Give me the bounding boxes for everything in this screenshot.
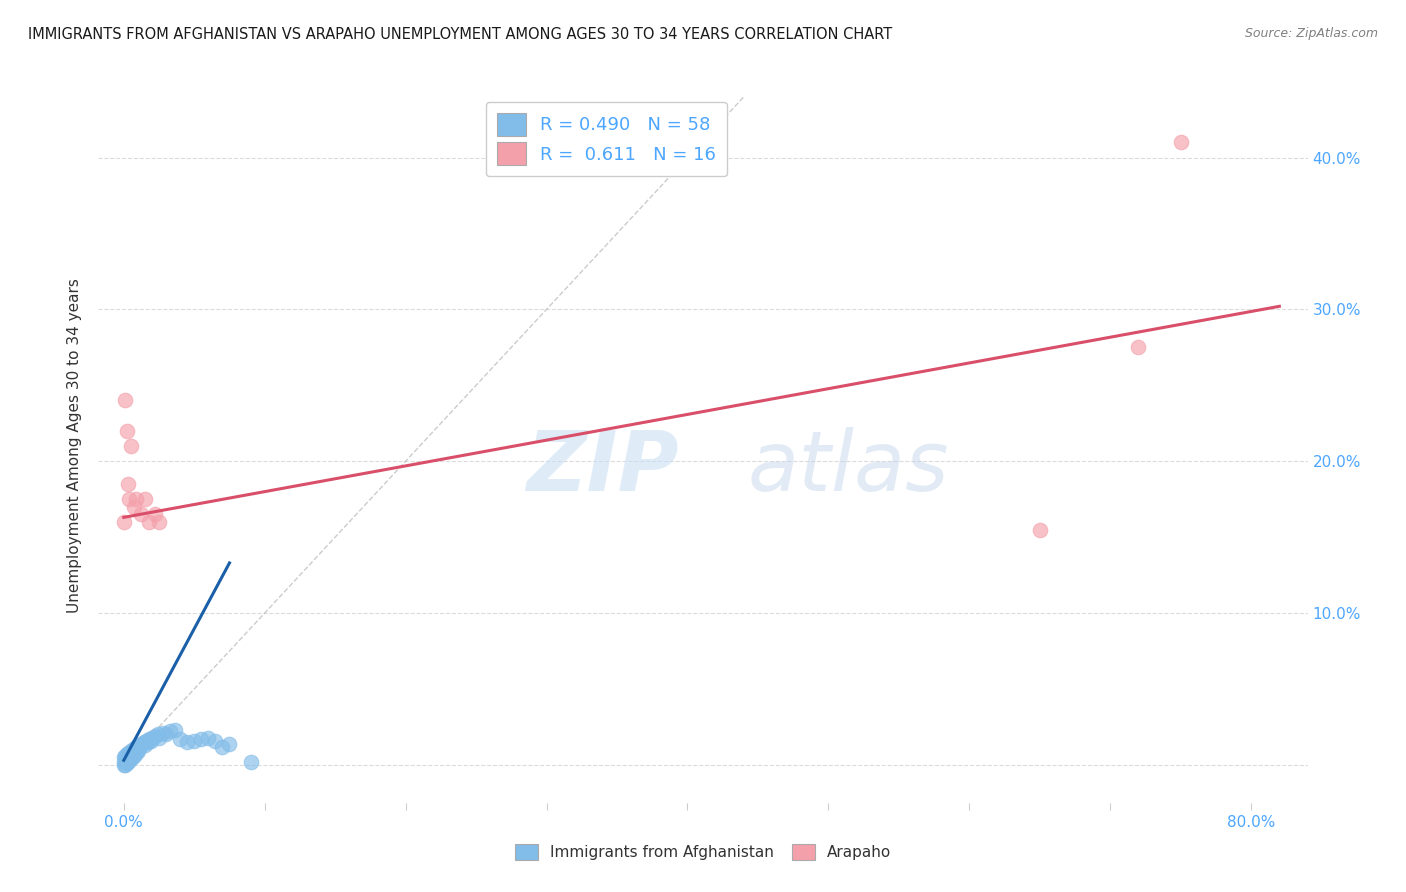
Point	[136, 735, 159, 749]
Point	[163, 723, 186, 737]
Point	[125, 739, 148, 754]
Point	[134, 492, 156, 507]
Point	[114, 752, 136, 766]
Point	[127, 744, 149, 758]
Point	[122, 500, 145, 514]
Point	[143, 508, 166, 522]
Text: ZIP: ZIP	[526, 427, 679, 508]
Point	[118, 492, 141, 507]
Point	[115, 747, 138, 762]
Point	[148, 515, 170, 529]
Point	[211, 739, 233, 754]
Point	[120, 439, 142, 453]
Point	[197, 731, 219, 745]
Point	[114, 393, 136, 408]
Point	[129, 738, 152, 752]
Point	[134, 738, 156, 752]
Point	[115, 750, 138, 764]
Text: IMMIGRANTS FROM AFGHANISTAN VS ARAPAHO UNEMPLOYMENT AMONG AGES 30 TO 34 YEARS CO: IMMIGRANTS FROM AFGHANISTAN VS ARAPAHO U…	[28, 27, 893, 42]
Point	[135, 733, 157, 747]
Point	[128, 741, 150, 756]
Point	[124, 747, 146, 762]
Point	[117, 748, 139, 763]
Point	[141, 731, 163, 745]
Point	[125, 492, 148, 507]
Point	[114, 755, 136, 769]
Point	[114, 748, 136, 763]
Point	[1029, 523, 1052, 537]
Point	[143, 729, 166, 743]
Point	[183, 733, 205, 747]
Point	[138, 515, 160, 529]
Point	[131, 737, 153, 751]
Point	[125, 746, 148, 760]
Point	[1170, 136, 1192, 150]
Point	[112, 515, 135, 529]
Point	[152, 726, 174, 740]
Point	[120, 744, 142, 758]
Point	[121, 742, 143, 756]
Point	[112, 750, 135, 764]
Point	[118, 753, 141, 767]
Point	[218, 737, 240, 751]
Point	[148, 731, 170, 745]
Point	[139, 733, 162, 747]
Point	[120, 752, 142, 766]
Point	[146, 727, 169, 741]
Point	[112, 757, 135, 772]
Point	[117, 746, 139, 760]
Point	[129, 508, 152, 522]
Text: Source: ZipAtlas.com: Source: ZipAtlas.com	[1244, 27, 1378, 40]
Point	[115, 424, 138, 438]
Legend: Immigrants from Afghanistan, Arapaho: Immigrants from Afghanistan, Arapaho	[509, 838, 897, 866]
Point	[118, 747, 141, 762]
Point	[121, 750, 143, 764]
Point	[114, 757, 136, 772]
Point	[190, 732, 212, 747]
Point	[118, 750, 141, 764]
Point	[138, 732, 160, 747]
Point	[117, 755, 139, 769]
Point	[176, 735, 198, 749]
Text: atlas: atlas	[747, 427, 949, 508]
Point	[115, 753, 138, 767]
Point	[115, 756, 138, 771]
Point	[120, 748, 142, 763]
Point	[121, 747, 143, 762]
Point	[132, 735, 155, 749]
Point	[159, 724, 181, 739]
Point	[117, 752, 139, 766]
Point	[124, 741, 146, 756]
Point	[1128, 340, 1150, 354]
Point	[122, 748, 145, 763]
Point	[169, 732, 191, 747]
Point	[117, 477, 139, 491]
Y-axis label: Unemployment Among Ages 30 to 34 years: Unemployment Among Ages 30 to 34 years	[67, 278, 83, 614]
Point	[155, 727, 177, 741]
Point	[204, 733, 226, 747]
Point	[127, 738, 149, 752]
Point	[122, 744, 145, 758]
Point	[112, 755, 135, 769]
Point	[239, 755, 262, 769]
